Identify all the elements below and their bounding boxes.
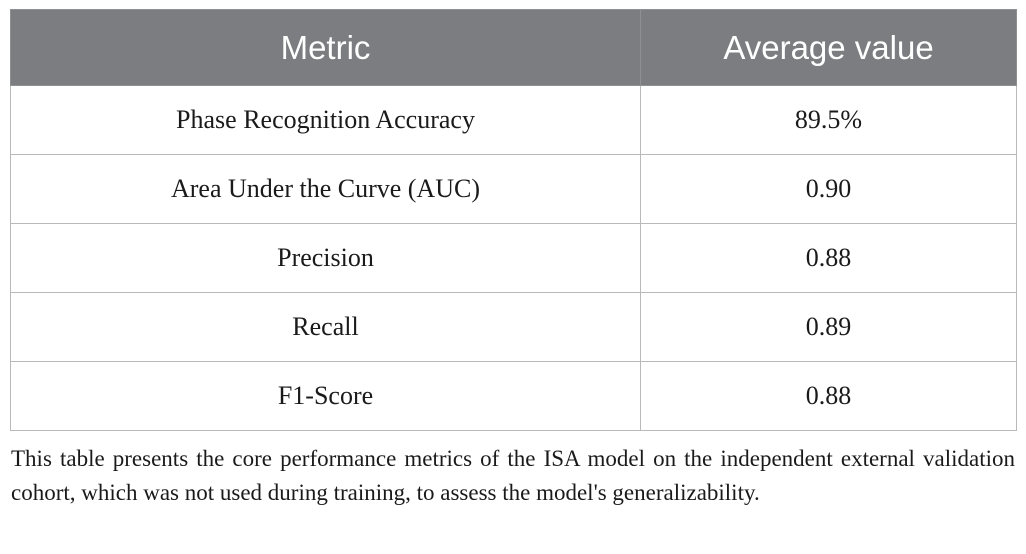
metric-cell: Phase Recognition Accuracy: [10, 85, 641, 155]
metric-cell: Area Under the Curve (AUC): [10, 154, 641, 224]
metric-cell: F1-Score: [10, 361, 641, 431]
table-header-row: Metric Average value: [10, 9, 1017, 86]
metrics-table: Metric Average value Phase Recognition A…: [10, 9, 1017, 431]
column-header-average-value: Average value: [640, 9, 1017, 86]
value-cell: 89.5%: [640, 85, 1017, 155]
table-row: Area Under the Curve (AUC) 0.90: [10, 154, 1017, 224]
metric-cell: Recall: [10, 292, 641, 362]
value-cell: 0.89: [640, 292, 1017, 362]
metric-cell: Precision: [10, 223, 641, 293]
column-header-metric: Metric: [10, 9, 641, 86]
value-cell: 0.88: [640, 361, 1017, 431]
table-row: Phase Recognition Accuracy 89.5%: [10, 85, 1017, 155]
table-container: Metric Average value Phase Recognition A…: [10, 9, 1017, 431]
table-row: Precision 0.88: [10, 223, 1017, 293]
table-row: Recall 0.89: [10, 292, 1017, 362]
value-cell: 0.88: [640, 223, 1017, 293]
table-caption: This table presents the core performance…: [11, 446, 1015, 505]
value-cell: 0.90: [640, 154, 1017, 224]
table-row: F1-Score 0.88: [10, 361, 1017, 431]
